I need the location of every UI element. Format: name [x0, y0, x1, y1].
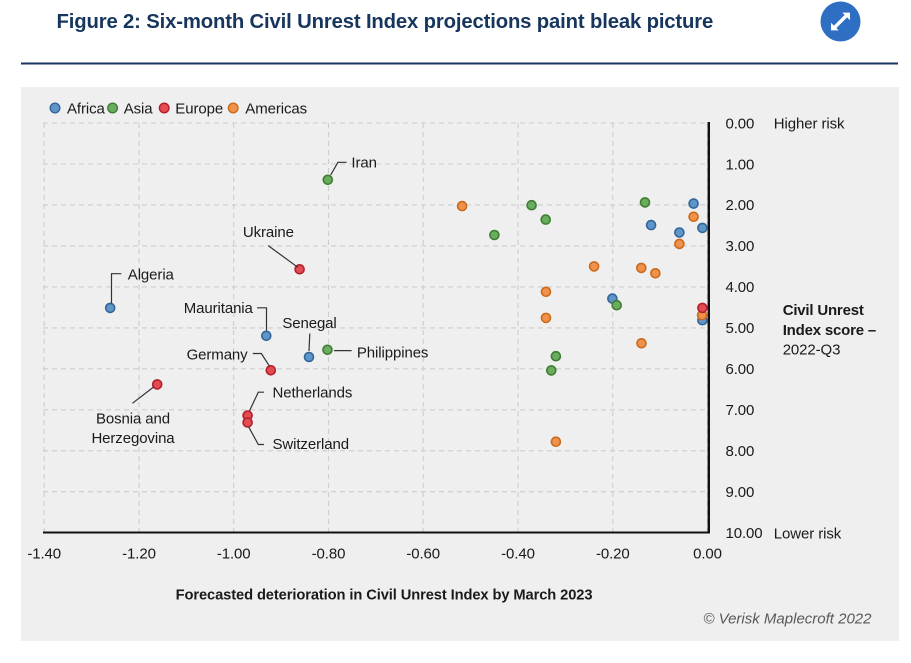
svg-text:Forecasted deterioration in Ci: Forecasted deterioration in Civil Unrest…	[176, 588, 593, 604]
svg-text:Bosnia and: Bosnia and	[96, 410, 170, 427]
svg-text:-0.60: -0.60	[406, 546, 440, 563]
svg-text:Algeria: Algeria	[128, 267, 175, 284]
svg-text:10.00: 10.00	[726, 525, 763, 542]
svg-text:-0.40: -0.40	[501, 546, 535, 563]
svg-text:Europe: Europe	[175, 101, 223, 118]
svg-text:7.00: 7.00	[726, 402, 755, 419]
svg-text:3.00: 3.00	[726, 238, 755, 255]
svg-text:0.00: 0.00	[693, 546, 722, 563]
svg-text:-0.80: -0.80	[312, 546, 346, 563]
svg-text:2022-Q3: 2022-Q3	[783, 342, 841, 359]
svg-text:Germany: Germany	[187, 346, 249, 363]
svg-text:Africa: Africa	[67, 101, 106, 118]
svg-text:Americas: Americas	[245, 101, 307, 118]
svg-text:1.00: 1.00	[726, 156, 755, 173]
svg-text:Higher risk: Higher risk	[774, 115, 845, 132]
svg-text:Lower risk: Lower risk	[774, 525, 842, 542]
svg-text:5.00: 5.00	[726, 320, 755, 337]
svg-text:0.00: 0.00	[726, 115, 755, 132]
svg-text:Switzerland: Switzerland	[273, 436, 349, 453]
svg-text:-0.20: -0.20	[596, 546, 630, 563]
svg-text:-1.00: -1.00	[217, 546, 251, 563]
svg-text:Philippines: Philippines	[357, 344, 428, 361]
svg-text:Asia: Asia	[124, 101, 154, 118]
svg-text:Herzegovina: Herzegovina	[91, 430, 175, 447]
svg-text:9.00: 9.00	[726, 484, 755, 501]
svg-text:-1.20: -1.20	[122, 546, 156, 563]
svg-text:Ukraine: Ukraine	[243, 224, 294, 241]
svg-text:4.00: 4.00	[726, 279, 755, 296]
svg-text:Mauritania: Mauritania	[184, 300, 254, 317]
svg-text:8.00: 8.00	[726, 443, 755, 460]
svg-text:6.00: 6.00	[726, 361, 755, 378]
svg-text:Netherlands: Netherlands	[273, 384, 353, 401]
svg-text:Senegal: Senegal	[282, 315, 336, 332]
svg-text:2.00: 2.00	[726, 197, 755, 214]
svg-text:Iran: Iran	[351, 155, 376, 172]
svg-text:-1.40: -1.40	[27, 546, 61, 563]
svg-text:Civil Unrest: Civil Unrest	[783, 302, 864, 319]
svg-text:© Verisk Maplecroft 2022: © Verisk Maplecroft 2022	[703, 611, 872, 628]
svg-text:Figure 2: Six-month Civil Unre: Figure 2: Six-month Civil Unrest Index p…	[57, 11, 714, 33]
svg-text:Index score –: Index score –	[783, 322, 876, 339]
